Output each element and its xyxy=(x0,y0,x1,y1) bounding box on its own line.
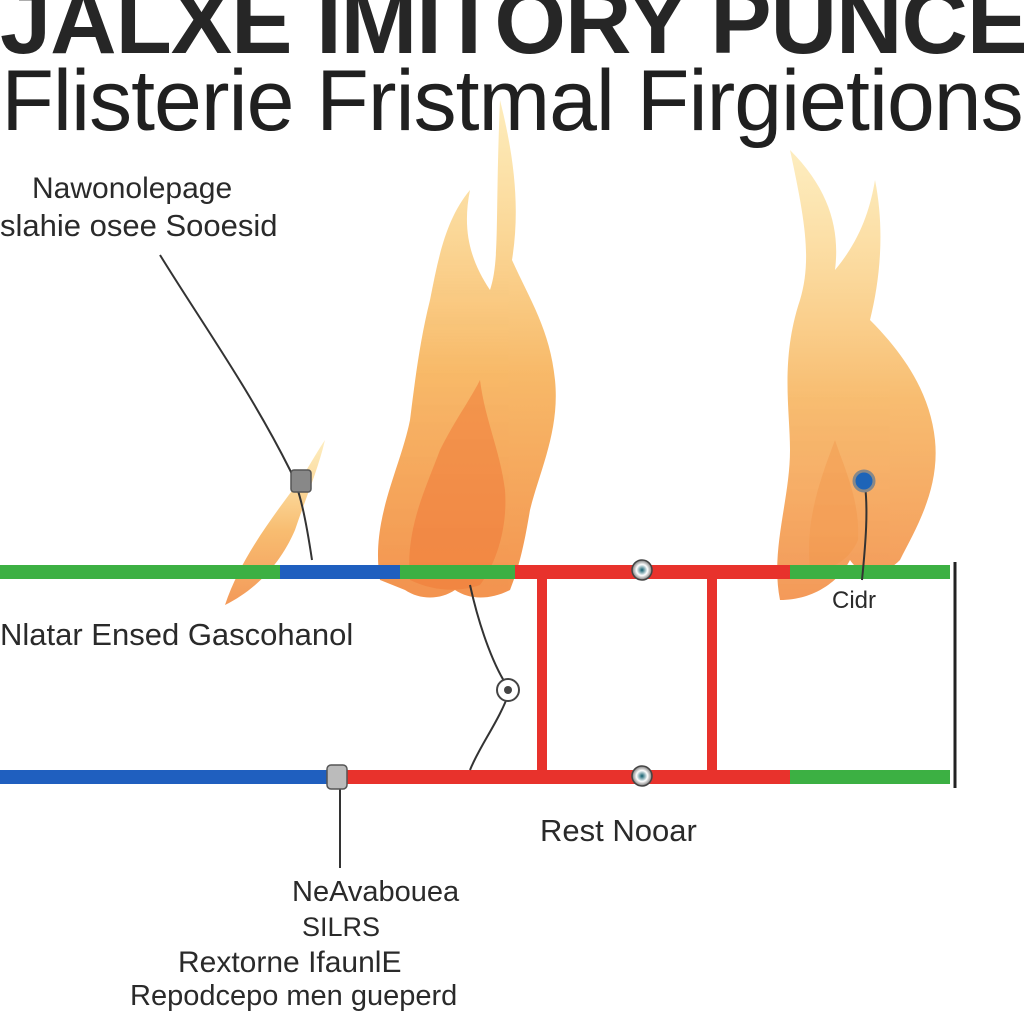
label-bottom-line3: Rextorne IfaunlE xyxy=(178,946,402,979)
title-line-1: JALXE IMITORY PUNCEY DIN xyxy=(0,0,1024,73)
title-line-2: Flisterie Fristmal Firgietions xyxy=(1,53,1023,149)
label-right-small: Cidr xyxy=(832,587,877,614)
sensor-node-icon xyxy=(290,469,312,493)
sensor-node-icon xyxy=(852,469,876,493)
label-bottom-line4: Repodcepo men gueperd xyxy=(130,980,458,1012)
label-center-bottom: Rest Nooar xyxy=(540,813,697,848)
label-mid-left: Nlatar Ensed Gascohanol xyxy=(0,617,354,652)
label-bottom-line2: SILRS xyxy=(302,912,381,942)
leader-wire-right xyxy=(861,484,868,581)
flame-left-small-icon xyxy=(225,440,325,605)
flame-center-icon xyxy=(377,100,556,598)
sensor-node-icon xyxy=(631,765,653,787)
label-top-left-line2: slahie osee Sooesid xyxy=(0,208,278,243)
leader-wire-top-left xyxy=(159,254,313,561)
sensor-node-icon xyxy=(326,764,348,790)
sensor-node-icon xyxy=(496,678,520,702)
label-top-left-line1: Nawonolepage xyxy=(32,172,233,205)
leader-wire-center xyxy=(469,584,512,771)
sensor-node-icon xyxy=(631,559,653,581)
label-bottom-line1: NeAvabouea xyxy=(292,876,460,908)
flame-right-icon xyxy=(777,150,936,600)
